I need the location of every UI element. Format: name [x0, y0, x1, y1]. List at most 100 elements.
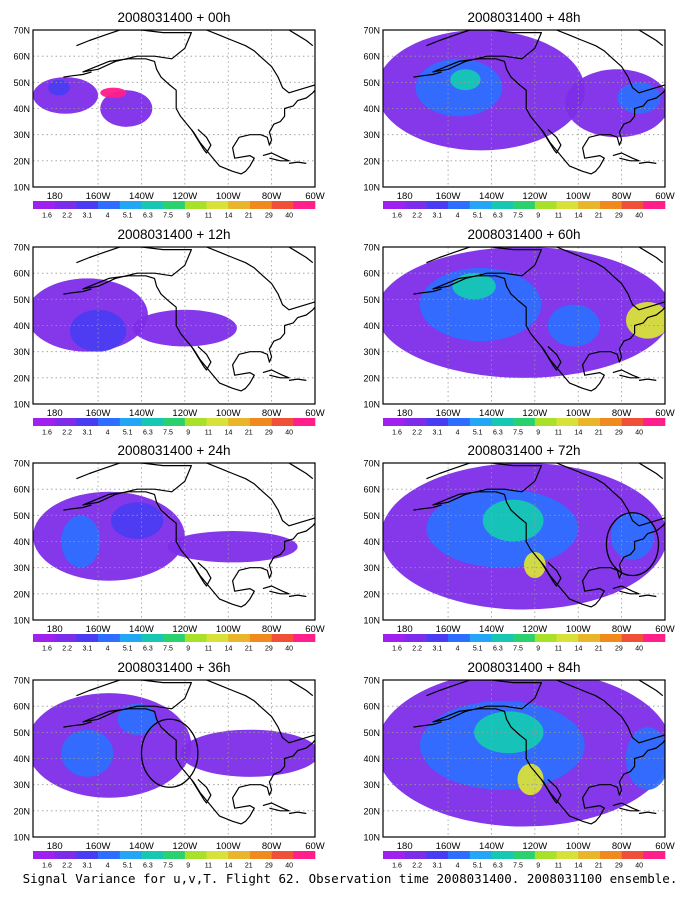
y-tick-label: 40N	[13, 537, 30, 547]
x-tick-label: 60W	[655, 624, 675, 635]
variance-field	[167, 531, 298, 563]
colorbar-label: 3.1	[432, 646, 442, 653]
colorbar-label: 7.5	[513, 863, 523, 870]
y-tick-label: 30N	[363, 130, 380, 140]
y-tick-label: 20N	[13, 589, 30, 599]
x-tick-label: 60W	[305, 191, 325, 202]
coastline-segment	[556, 463, 665, 527]
colorbar-swatch	[163, 418, 186, 426]
colorbar-label: 6.3	[493, 430, 503, 437]
coastline-segment	[413, 721, 442, 728]
colorbar-label: 2.2	[62, 430, 72, 437]
map-frame	[382, 679, 666, 838]
colorbar-swatch	[448, 851, 471, 859]
panel-title: 2008031400 + 36h	[118, 660, 231, 675]
x-tick-label: 120W	[522, 624, 547, 635]
coastline-segment	[638, 680, 664, 697]
colorbar-label: 3.1	[432, 430, 442, 437]
colorbar-swatch	[448, 201, 471, 209]
y-tick-label: 60N	[363, 485, 380, 495]
x-tick-label: 120W	[522, 841, 547, 852]
colorbar-label: 1.6	[42, 430, 52, 437]
variance-field	[450, 69, 481, 91]
colorbar-swatch	[141, 418, 164, 426]
colorbar-label: 4	[456, 646, 460, 653]
colorbar-label: 29	[615, 646, 623, 653]
y-tick-label: 20N	[363, 156, 380, 166]
colorbar-label: 14	[575, 646, 583, 653]
y-tick-label: 10N	[13, 183, 30, 193]
colorbar-label: 7.5	[163, 430, 173, 437]
y-tick-label: 20N	[13, 806, 30, 816]
y-tick-label: 60N	[363, 269, 380, 279]
x-tick-label: 60W	[305, 624, 325, 635]
coastline-segment	[638, 594, 657, 598]
colorbar-label: 6.3	[143, 863, 153, 870]
colorbar-swatch	[578, 851, 601, 859]
y-tick-label: 70N	[363, 676, 380, 686]
coastline-segment	[540, 561, 562, 587]
colorbar-label: 5.1	[123, 863, 133, 870]
y-tick-label: 30N	[13, 780, 30, 790]
colorbar-swatch	[33, 418, 55, 426]
y-tick-label: 40N	[363, 104, 380, 114]
colorbar-swatch	[621, 634, 644, 642]
coastline-segment	[190, 778, 212, 804]
colorbar-swatch	[163, 634, 186, 642]
colorbar-swatch	[534, 851, 557, 859]
colorbar-label: 9	[186, 646, 190, 653]
x-tick-label: 180	[47, 624, 63, 635]
x-tick-label: 120W	[172, 408, 197, 419]
colorbar-label: 7.5	[163, 213, 173, 220]
x-tick-label: 160W	[86, 191, 111, 202]
colorbar-swatch	[54, 634, 77, 642]
coastline-segment	[413, 288, 442, 295]
y-tick-label: 40N	[363, 537, 380, 547]
x-tick-label: 80W	[262, 408, 282, 419]
colorbar-swatch	[141, 201, 164, 209]
y-tick-label: 70N	[363, 243, 380, 253]
colorbar-label: 7.5	[163, 863, 173, 870]
colorbar-label: 6.3	[493, 213, 503, 220]
x-tick-label: 140W	[479, 408, 504, 419]
colorbar-label: 6.3	[143, 646, 153, 653]
colorbar-label: 40	[635, 213, 643, 220]
colorbar-label: 14	[575, 863, 583, 870]
colorbar-label: 21	[245, 213, 253, 220]
y-tick-label: 20N	[363, 589, 380, 599]
colorbar-swatch	[98, 418, 121, 426]
x-tick-label: 80W	[262, 191, 282, 202]
colorbar-label: 2.2	[412, 646, 422, 653]
colorbar-swatch	[228, 418, 251, 426]
colorbar-label: 9	[186, 430, 190, 437]
colorbar-label: 3.1	[82, 863, 92, 870]
colorbar-swatch	[383, 418, 405, 426]
colorbar-label: 14	[225, 863, 233, 870]
colorbar-swatch	[293, 418, 316, 426]
colorbar-swatch	[98, 634, 121, 642]
colorbar-label: 1.6	[42, 863, 52, 870]
colorbar-swatch	[33, 634, 55, 642]
colorbar-swatch	[184, 851, 207, 859]
variance-field	[69, 309, 127, 352]
colorbar-swatch	[621, 418, 644, 426]
colorbar-swatch	[184, 201, 207, 209]
y-tick-label: 70N	[13, 243, 30, 253]
colorbar-label: 1.6	[42, 213, 52, 220]
colorbar-label: 14	[225, 646, 233, 653]
panel-title: 2008031400 + 48h	[468, 10, 581, 25]
x-tick-label: 80W	[612, 841, 632, 852]
colorbar-label: 29	[615, 863, 623, 870]
y-tick-label: 30N	[13, 130, 30, 140]
colorbar-swatch	[119, 201, 142, 209]
y-tick-label: 40N	[363, 754, 380, 764]
y-tick-label: 60N	[13, 702, 30, 712]
y-tick-label: 30N	[363, 563, 380, 573]
x-tick-label: 100W	[566, 624, 591, 635]
variance-field	[100, 87, 127, 99]
panel-title: 2008031400 + 00h	[118, 10, 231, 25]
colorbar-swatch	[293, 634, 316, 642]
colorbar-swatch	[76, 418, 99, 426]
x-tick-label: 100W	[566, 408, 591, 419]
y-tick-label: 40N	[13, 754, 30, 764]
